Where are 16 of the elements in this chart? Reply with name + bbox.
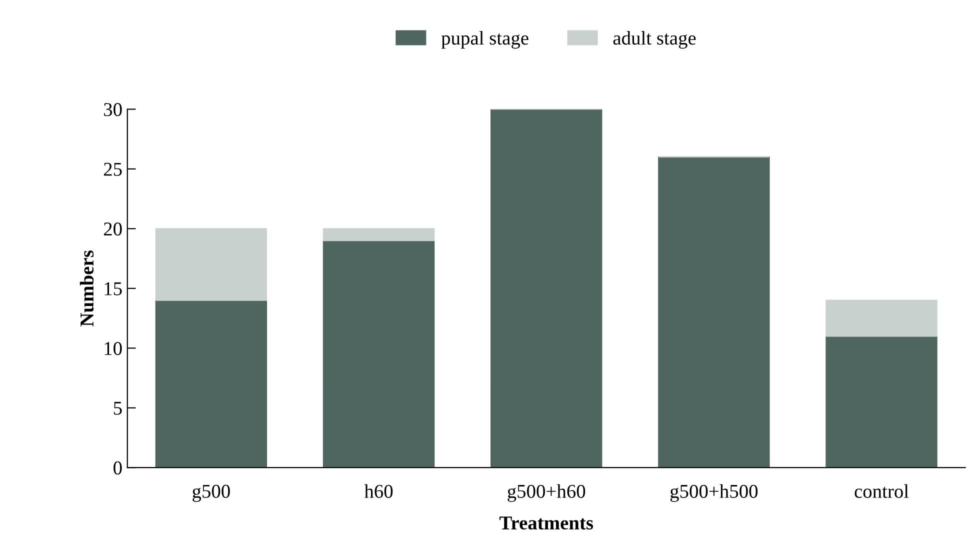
- y-tick-label: 20: [104, 222, 122, 236]
- y-tick-label: 10: [104, 342, 122, 356]
- y-tick-label: 5: [114, 402, 122, 415]
- x-axis-title: Treatments: [499, 516, 594, 530]
- y-tick-label: 30: [104, 103, 122, 116]
- y-tick-label: 15: [104, 282, 122, 296]
- x-tick-label: g500+h60: [508, 484, 586, 502]
- x-tick-label: g500: [192, 484, 230, 502]
- y-tick-label: 25: [104, 162, 122, 176]
- x-tick-label: g500+h500: [670, 484, 758, 502]
- x-tick-label: h60: [364, 484, 393, 498]
- y-axis-title: Numbers: [80, 250, 94, 326]
- legend-label: adult stage: [613, 31, 696, 49]
- legend-label: pupal stage: [441, 31, 528, 49]
- x-tick-label: control: [854, 484, 909, 498]
- y-tick-label: 0: [114, 461, 122, 475]
